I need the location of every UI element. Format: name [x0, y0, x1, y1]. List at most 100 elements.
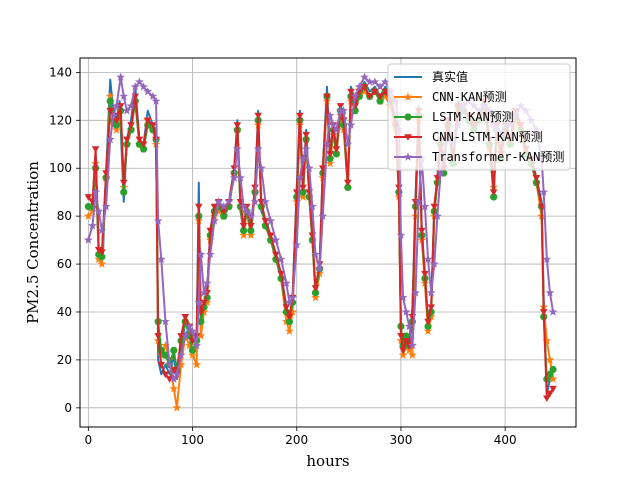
data-point	[256, 163, 266, 172]
data-point	[545, 288, 555, 297]
data-point	[180, 331, 190, 340]
data-point	[539, 187, 549, 196]
data-point	[139, 82, 148, 91]
data-point	[311, 285, 320, 292]
data-point	[421, 270, 429, 278]
data-point	[430, 203, 439, 211]
data-point	[156, 350, 166, 359]
data-point	[539, 309, 548, 316]
data-point	[126, 101, 136, 110]
data-point	[119, 91, 129, 101]
legend-item: 真实值	[394, 69, 468, 84]
data-point	[296, 112, 304, 120]
data-point	[380, 91, 390, 101]
legend-label: CNN-KAN预测	[432, 90, 507, 104]
data-point	[151, 96, 161, 105]
data-point	[130, 82, 140, 91]
legend-label: Transformer-KAN预测	[432, 150, 564, 164]
plot-frame	[79, 57, 577, 428]
data-point	[332, 150, 340, 158]
data-point	[288, 307, 297, 316]
data-point	[176, 360, 186, 369]
data-point	[153, 216, 163, 225]
y-tick-label: 0	[64, 401, 72, 415]
data-point	[83, 235, 93, 244]
data-point	[311, 249, 320, 259]
data-point	[339, 106, 349, 115]
data-point	[170, 346, 178, 354]
data-point	[196, 249, 206, 259]
data-point	[396, 230, 406, 240]
data-point	[91, 146, 100, 153]
data-point	[185, 321, 194, 331]
data-point	[332, 146, 341, 153]
data-point	[370, 77, 380, 86]
legend-marker	[403, 92, 413, 101]
data-point	[343, 179, 352, 187]
data-point	[206, 227, 215, 235]
data-point	[165, 360, 174, 369]
data-point	[398, 350, 408, 359]
legend-label: CNN-LSTM-KAN预测	[432, 130, 543, 144]
data-point	[276, 254, 286, 263]
data-point	[239, 222, 248, 230]
data-point	[210, 203, 219, 211]
data-point	[161, 371, 170, 379]
data-point	[542, 336, 552, 345]
data-point	[120, 188, 128, 196]
data-point	[322, 139, 332, 148]
data-point	[192, 360, 202, 369]
data-point	[161, 340, 170, 350]
data-point	[210, 216, 219, 225]
y-tick-label: 80	[57, 209, 72, 223]
data-point	[288, 293, 297, 302]
data-point	[83, 211, 93, 220]
data-point	[194, 297, 204, 307]
data-point	[105, 91, 115, 101]
x-tick-label: 0	[85, 433, 93, 447]
data-point	[426, 288, 436, 297]
data-point	[94, 206, 104, 216]
data-point	[365, 93, 374, 101]
data-point	[123, 136, 131, 144]
data-point	[532, 175, 541, 182]
data-point	[188, 350, 197, 359]
data-point	[423, 254, 433, 263]
data-point	[176, 350, 186, 359]
data-point	[343, 139, 353, 148]
data-point	[188, 326, 197, 335]
data-point	[548, 374, 558, 383]
data-point	[420, 201, 430, 211]
data-point	[404, 345, 414, 355]
data-point	[112, 101, 121, 110]
data-point	[318, 211, 328, 220]
data-point	[408, 340, 417, 350]
data-point	[549, 385, 557, 393]
data-point	[214, 197, 223, 206]
data-point	[489, 189, 498, 196]
data-point	[161, 316, 170, 326]
x-tick-label: 100	[181, 433, 204, 447]
data-point	[253, 144, 263, 153]
data-point	[172, 403, 182, 412]
data-point	[401, 307, 411, 316]
data-point	[185, 340, 194, 350]
data-point	[397, 333, 405, 340]
x-tick-label: 200	[285, 433, 308, 447]
y-axis-title: PM2.5 Concentration	[24, 161, 42, 324]
data-point	[326, 155, 334, 163]
data-point	[157, 361, 166, 369]
data-point	[135, 77, 144, 86]
data-point	[143, 86, 153, 96]
legend-box	[387, 63, 571, 171]
data-point	[347, 88, 355, 96]
data-point	[411, 288, 420, 297]
data-point	[247, 226, 255, 235]
data-point	[219, 208, 228, 216]
data-point	[224, 197, 234, 206]
data-point	[139, 141, 148, 149]
data-point	[108, 110, 118, 120]
data-point	[371, 88, 379, 96]
data-point	[196, 331, 206, 340]
data-point	[298, 154, 308, 163]
